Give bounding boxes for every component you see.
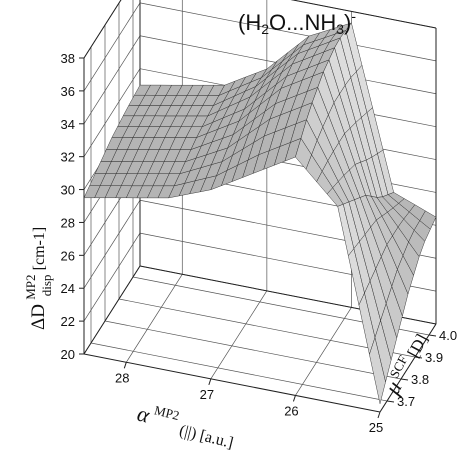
gridline-left-wall	[83, 68, 141, 157]
z-axis-label-main: ΔD	[28, 304, 49, 330]
x-tick-mark	[292, 395, 296, 402]
x-tick-label: 26	[284, 403, 298, 418]
tick-layer: 20 22 24 26 28 30 32 34 36 38 28 27 26 25 3.7 3.8 3.9 4.0	[61, 51, 458, 435]
y-tick-mark	[400, 378, 409, 381]
y-tick-label: 3.8	[411, 372, 429, 387]
z-tick-label: 22	[61, 314, 75, 329]
gridline-left-wall	[83, 2, 141, 92]
x-tick-mark	[377, 411, 381, 419]
gridline-left-wall	[83, 200, 141, 289]
z-tick-label: 30	[61, 183, 75, 198]
y-tick-label: 3.9	[425, 350, 443, 365]
chart-title: (H2O...NH3)-	[238, 8, 357, 37]
z-tick-label: 28	[61, 215, 75, 230]
x-axis-label-rest: (||) [a.u.]	[178, 422, 235, 452]
y-tick-mark	[428, 334, 437, 337]
x-tick-label: 25	[369, 420, 383, 435]
z-axis-label-unit: [cm-1]	[31, 227, 48, 271]
z-tick-label: 34	[61, 117, 75, 132]
gridline-floor	[90, 342, 388, 402]
axis-frame-edge	[290, 0, 437, 29]
axis-frame-edge	[83, 353, 381, 413]
y-tick-label: 3.7	[397, 394, 415, 409]
x-axis-label-main: α	[135, 401, 153, 428]
z-tick-label: 32	[61, 150, 75, 165]
y-axis-label-main: μ	[379, 377, 407, 399]
axis-frame-edge	[83, 265, 141, 355]
x-tick-label: 28	[115, 370, 129, 385]
gridline-floor	[104, 320, 402, 380]
axis-frame-edge	[379, 323, 437, 413]
gridline-floor	[295, 307, 352, 396]
gridline-left-wall	[83, 232, 141, 322]
gridline-floor	[125, 274, 183, 363]
y-tick-mark	[414, 356, 423, 359]
gridline-floor	[118, 298, 416, 358]
axis-frame-edge	[83, 0, 122, 59]
z-tick-label: 26	[61, 248, 75, 263]
gridline-floor	[210, 290, 268, 380]
z-tick-label: 36	[61, 84, 75, 99]
gridline-back-wall	[139, 2, 437, 62]
z-axis-label-sub: disp	[39, 275, 54, 297]
z-axis-label: ΔD MP2 disp [cm-1]	[20, 227, 55, 330]
z-tick-label: 24	[61, 281, 75, 296]
z-axis-label-sup: MP2	[23, 275, 38, 300]
surface-patch	[419, 210, 437, 230]
x-tick-mark	[123, 362, 127, 369]
x-tick-label: 27	[200, 387, 214, 402]
x-tick-mark	[208, 378, 212, 386]
gridline-left-wall	[83, 35, 141, 124]
y-tick-mark	[386, 400, 395, 403]
x-axis-label: α MP2 (||) [a.u.]	[134, 398, 238, 452]
z-tick-label: 38	[61, 51, 75, 66]
y-tick-label: 4.0	[439, 328, 457, 343]
x-axis-label-sup: MP2	[153, 402, 181, 423]
surface-layer	[83, 22, 437, 404]
z-tick-label: 20	[61, 347, 75, 362]
